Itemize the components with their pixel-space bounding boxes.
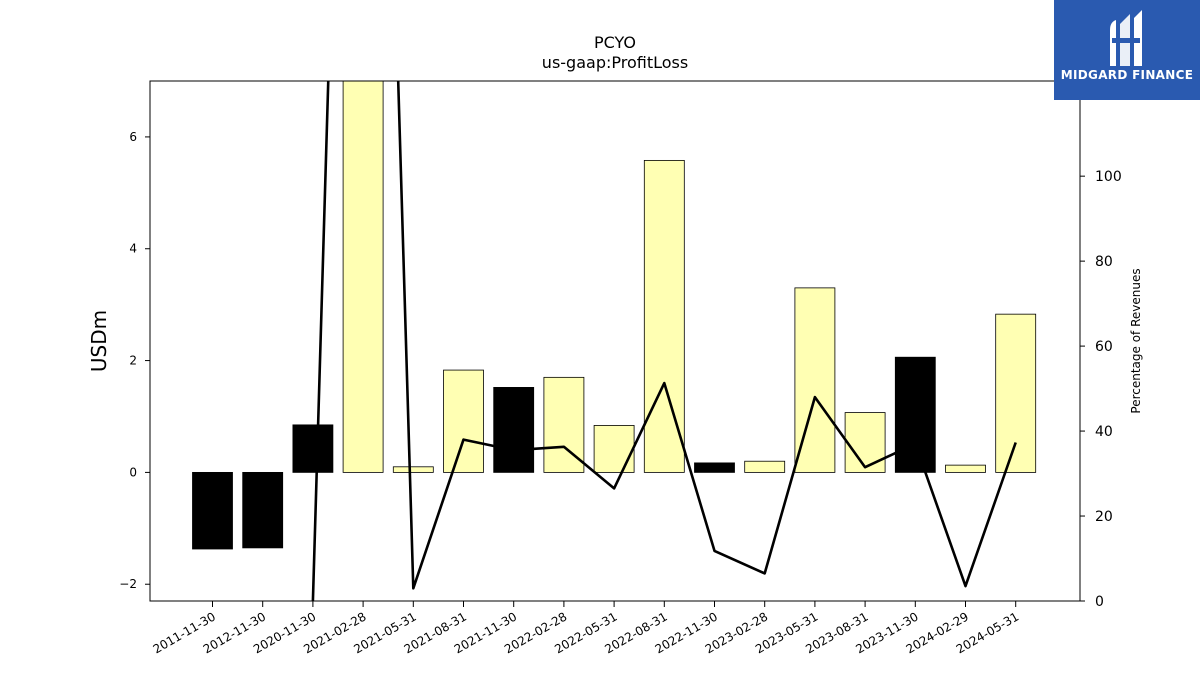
bar-2024-05-31 [995, 313, 1037, 473]
bar-2022-05-31 [593, 425, 635, 473]
chart-title: PCYO [594, 33, 636, 52]
y-tick-label: −2 [119, 577, 137, 591]
y2-tick-label: 40 [1095, 424, 1113, 440]
y-axis-title: USDm [87, 310, 111, 372]
y2-tick-label: 20 [1095, 509, 1113, 525]
y-axis: −2 0 2 4 6 [119, 130, 150, 591]
bar-2024-02-29 [945, 464, 986, 473]
bar-2021-02-28 [342, 81, 384, 473]
y2-tick-label: 100 [1095, 169, 1122, 185]
chart-subtitle: us-gaap:ProfitLoss [542, 53, 688, 72]
y2-axis-title: Percentage of Revenues [1129, 268, 1143, 413]
y2-axis: 0 20 40 60 80 100 [1080, 169, 1122, 610]
x-axis: 2011-11-302012-11-302020-11-302021-02-28… [151, 601, 1021, 656]
y-tick-label: 4 [129, 242, 137, 256]
y-tick-label: 6 [129, 130, 137, 144]
bar-2023-08-31 [844, 412, 886, 473]
y-tick-label: 0 [129, 465, 137, 479]
bar-2022-11-30 [694, 462, 735, 473]
bar-2021-11-30 [493, 387, 535, 473]
y2-tick-label: 60 [1095, 339, 1113, 355]
bar-2021-05-31 [392, 466, 434, 473]
y2-tick-label: 80 [1095, 254, 1113, 270]
bar-2022-08-31 [643, 159, 685, 473]
midgard-logo-icon [1110, 10, 1142, 66]
bar-2012-11-30 [242, 471, 284, 549]
bar-2011-11-30 [192, 471, 233, 550]
bar-2020-11-30 [292, 424, 334, 473]
bar-series [192, 81, 1037, 550]
plot-frame [149, 80, 1081, 602]
y-tick-label: 2 [129, 354, 137, 368]
line-series [311, 81, 1017, 601]
bar-2021-08-31 [443, 369, 484, 473]
bar-2023-02-28 [744, 460, 786, 473]
y2-tick-label: 0 [1095, 594, 1104, 610]
bar-2023-11-30 [894, 356, 936, 473]
brand-logo: MIDGARD FINANCE [1054, 0, 1200, 100]
brand-name: MIDGARD FINANCE [1060, 68, 1194, 82]
